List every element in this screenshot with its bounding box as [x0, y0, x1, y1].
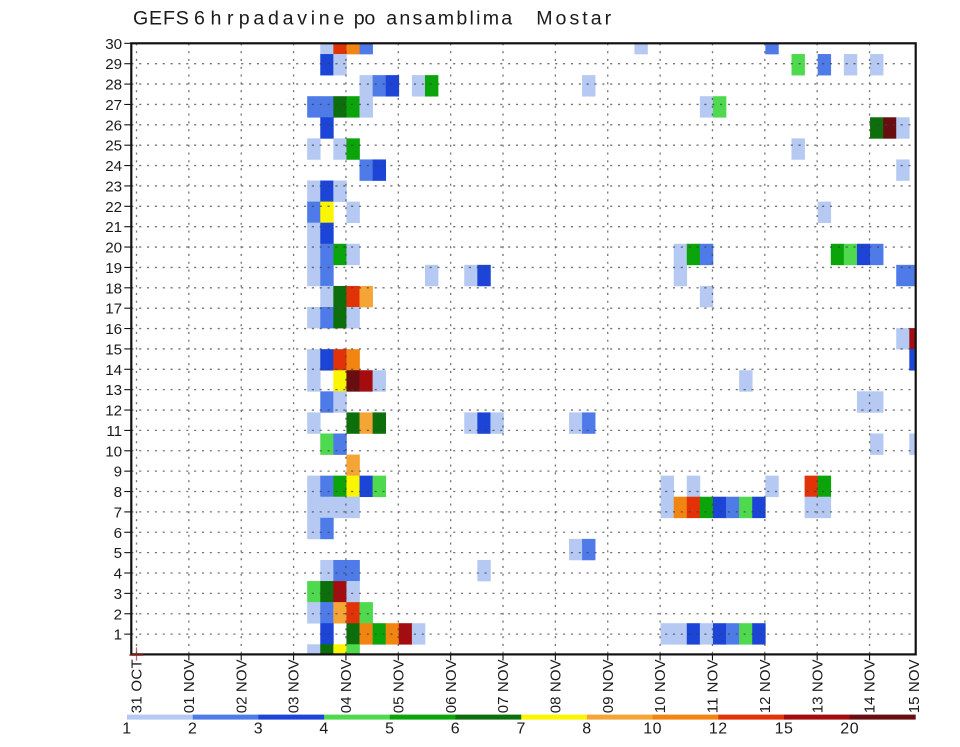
- svg-text:po: po: [354, 7, 376, 29]
- svg-text:28: 28: [105, 77, 122, 94]
- svg-text:23: 23: [105, 178, 122, 195]
- svg-text:10: 10: [105, 443, 122, 460]
- svg-text:25: 25: [105, 138, 122, 155]
- svg-text:17: 17: [105, 301, 122, 318]
- svg-text:02 NOV: 02 NOV: [233, 659, 250, 713]
- svg-text:14 NOV: 14 NOV: [862, 659, 879, 713]
- svg-text:12: 12: [105, 403, 122, 420]
- svg-text:8: 8: [114, 484, 122, 501]
- svg-text:20: 20: [840, 720, 859, 737]
- svg-text:12: 12: [709, 720, 728, 737]
- svg-text:1: 1: [122, 720, 131, 737]
- svg-text:26: 26: [105, 117, 122, 134]
- svg-text:18: 18: [105, 280, 122, 297]
- svg-text:19: 19: [105, 260, 122, 277]
- svg-text:9: 9: [114, 464, 122, 481]
- svg-text:Mostar: Mostar: [536, 7, 611, 29]
- svg-text:7: 7: [516, 720, 525, 737]
- svg-text:29: 29: [105, 56, 122, 73]
- svg-text:7: 7: [114, 504, 122, 521]
- svg-text:5: 5: [385, 720, 394, 737]
- svg-text:01 NOV: 01 NOV: [181, 659, 198, 713]
- svg-text:padavine: padavine: [239, 7, 345, 29]
- svg-text:27: 27: [105, 97, 122, 114]
- svg-text:09 NOV: 09 NOV: [600, 659, 617, 713]
- svg-text:22: 22: [105, 199, 122, 216]
- svg-text:6hr: 6hr: [194, 7, 234, 29]
- svg-text:30: 30: [105, 36, 122, 53]
- svg-text:10 NOV: 10 NOV: [652, 659, 669, 713]
- svg-text:GEFS: GEFS: [133, 7, 189, 29]
- svg-text:4: 4: [319, 720, 328, 737]
- svg-text:08 NOV: 08 NOV: [547, 659, 564, 713]
- svg-text:8: 8: [582, 720, 591, 737]
- svg-text:13 NOV: 13 NOV: [809, 659, 826, 713]
- svg-text:06 NOV: 06 NOV: [443, 659, 460, 713]
- svg-text:11: 11: [106, 423, 122, 440]
- svg-text:31 OCT: 31 OCT: [129, 659, 146, 713]
- svg-text:2: 2: [188, 720, 197, 737]
- svg-text:5: 5: [114, 545, 122, 562]
- svg-text:12 NOV: 12 NOV: [757, 659, 774, 713]
- svg-text:14: 14: [105, 362, 122, 379]
- svg-text:21: 21: [105, 219, 122, 236]
- svg-text:24: 24: [105, 158, 122, 175]
- svg-text:4: 4: [114, 566, 122, 583]
- svg-text:3: 3: [254, 720, 263, 737]
- svg-text:10: 10: [643, 720, 662, 737]
- svg-text:6: 6: [114, 525, 122, 542]
- svg-text:15: 15: [775, 720, 794, 737]
- svg-text:15: 15: [105, 341, 122, 358]
- svg-text:2: 2: [114, 606, 122, 623]
- svg-text:05 NOV: 05 NOV: [390, 659, 407, 713]
- svg-text:03 NOV: 03 NOV: [286, 659, 303, 713]
- svg-text:1: 1: [114, 627, 122, 644]
- svg-text:15 NOV: 15 NOV: [906, 659, 923, 713]
- svg-text:20: 20: [105, 240, 122, 257]
- svg-text:13: 13: [105, 382, 122, 399]
- svg-text:07 NOV: 07 NOV: [495, 659, 512, 713]
- svg-text:11 NOV: 11 NOV: [705, 659, 722, 713]
- svg-text:6: 6: [451, 720, 460, 737]
- svg-text:04 NOV: 04 NOV: [338, 659, 355, 713]
- svg-text:ansamblima: ansamblima: [386, 7, 512, 29]
- svg-text:16: 16: [105, 321, 122, 338]
- svg-text:3: 3: [114, 586, 122, 603]
